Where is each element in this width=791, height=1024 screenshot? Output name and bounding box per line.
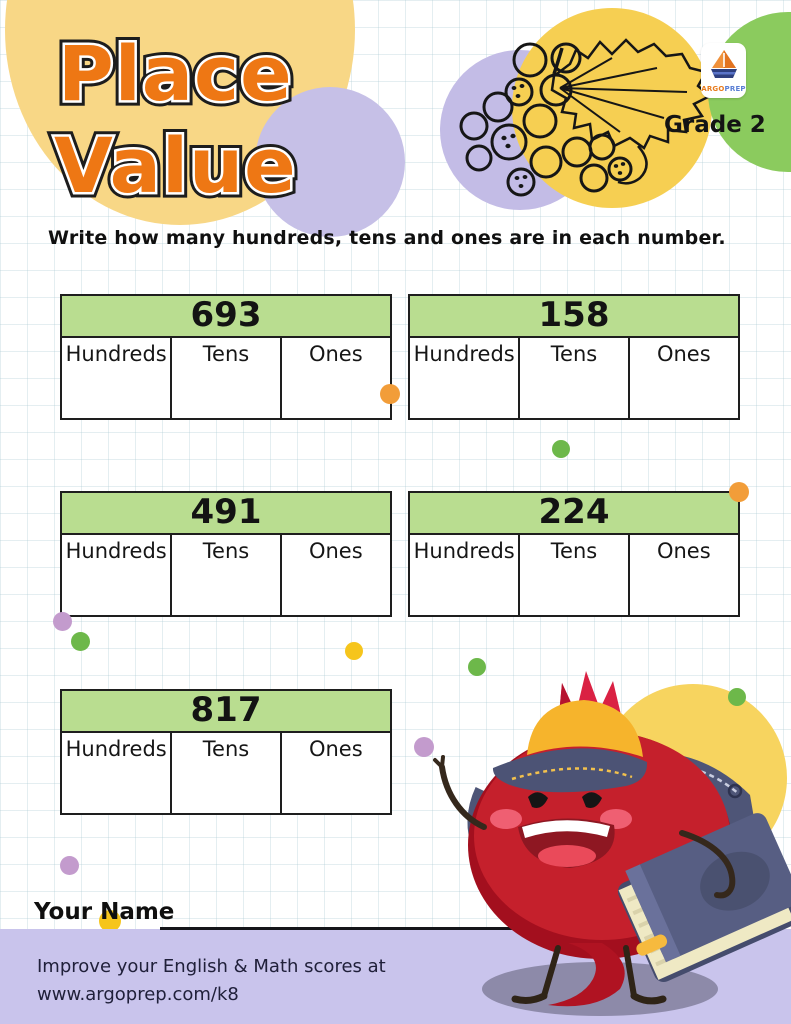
hundreds-answer[interactable] bbox=[62, 366, 170, 406]
tens-answer-cell[interactable]: Tens bbox=[517, 532, 631, 617]
hundreds-answer[interactable] bbox=[62, 761, 170, 801]
argoprep-sail-icon bbox=[710, 50, 737, 78]
confetti-dot-yellow bbox=[345, 642, 363, 660]
tens-label: Tens bbox=[202, 341, 250, 366]
hundreds-answer-cell[interactable]: Hundreds bbox=[408, 335, 521, 420]
argoprep-brand-text: ARGOPREP bbox=[701, 85, 746, 93]
ones-answer-cell[interactable]: Ones bbox=[627, 532, 740, 617]
tens-answer[interactable] bbox=[172, 563, 280, 603]
hundreds-label: Hundreds bbox=[413, 538, 515, 563]
tens-label: Tens bbox=[550, 341, 598, 366]
ones-label: Ones bbox=[656, 341, 711, 366]
ones-label: Ones bbox=[656, 538, 711, 563]
hundreds-answer-cell[interactable]: Hundreds bbox=[60, 335, 173, 420]
name-write-line[interactable] bbox=[160, 927, 605, 930]
number-header: 158 bbox=[408, 294, 740, 338]
decor-circle-purple-title bbox=[255, 87, 405, 237]
place-value-table-491: 491 Hundreds Tens Ones bbox=[60, 491, 392, 617]
tens-label: Tens bbox=[202, 736, 250, 761]
title-outline-layer: Place bbox=[53, 24, 298, 124]
tens-answer[interactable] bbox=[172, 366, 280, 406]
place-value-table-817: 817 Hundreds Tens Ones bbox=[60, 689, 392, 815]
place-value-table-693: 693 Hundreds Tens Ones bbox=[60, 294, 392, 420]
tens-answer[interactable] bbox=[520, 366, 628, 406]
juggling-ball-purple bbox=[414, 737, 434, 757]
ones-answer[interactable] bbox=[630, 563, 738, 603]
title-inline-layer: Place bbox=[56, 27, 295, 121]
confetti-dot-yellow bbox=[99, 910, 121, 932]
footer-text-line1: Improve your English & Math scores at bbox=[37, 956, 386, 977]
confetti-dot-purple bbox=[53, 612, 72, 631]
ones-answer[interactable] bbox=[282, 563, 390, 603]
ones-answer-cell[interactable]: Ones bbox=[279, 335, 392, 420]
place-value-table-158: 158 Hundreds Tens Ones bbox=[408, 294, 740, 420]
tens-label: Tens bbox=[550, 538, 598, 563]
your-name-label: Your Name bbox=[34, 899, 175, 925]
confetti-dot-green bbox=[552, 440, 570, 458]
brand-prep: PREP bbox=[724, 85, 746, 93]
ones-answer[interactable] bbox=[282, 366, 390, 406]
tens-label: Tens bbox=[202, 538, 250, 563]
tens-answer-cell[interactable]: Tens bbox=[169, 532, 283, 617]
hundreds-label: Hundreds bbox=[65, 341, 167, 366]
title-fill-layer: Value bbox=[54, 121, 297, 210]
tens-answer-cell[interactable]: Tens bbox=[169, 730, 283, 815]
hundreds-answer-cell[interactable]: Hundreds bbox=[60, 730, 173, 815]
ones-answer[interactable] bbox=[630, 366, 738, 406]
title-inline-layer: Value bbox=[52, 119, 299, 213]
footer-url: www.argoprep.com/k8 bbox=[37, 984, 239, 1005]
place-value-table-224: 224 Hundreds Tens Ones bbox=[408, 491, 740, 617]
tens-answer[interactable] bbox=[172, 761, 280, 801]
hundreds-answer[interactable] bbox=[62, 563, 170, 603]
confetti-dot-green bbox=[71, 632, 90, 651]
hundreds-label: Hundreds bbox=[413, 341, 515, 366]
ones-answer-cell[interactable]: Ones bbox=[627, 335, 740, 420]
number-header: 224 bbox=[408, 491, 740, 535]
title-fill-layer: Place bbox=[58, 29, 293, 118]
ones-label: Ones bbox=[308, 538, 363, 563]
hundreds-answer-cell[interactable]: Hundreds bbox=[60, 532, 173, 617]
tens-answer-cell[interactable]: Tens bbox=[169, 335, 283, 420]
brand-argo: ARGO bbox=[701, 85, 725, 93]
instruction-text: Write how many hundreds, tens and ones a… bbox=[48, 227, 726, 249]
argoprep-logo-badge: ARGOPREP bbox=[701, 43, 746, 98]
hundreds-label: Hundreds bbox=[65, 538, 167, 563]
pomegranate-character-illustration bbox=[433, 671, 791, 1016]
confetti-dot-green bbox=[468, 658, 486, 676]
confetti-dot-orange bbox=[380, 384, 400, 404]
grapes-illustration bbox=[459, 38, 713, 197]
hundreds-answer[interactable] bbox=[410, 366, 518, 406]
title-outline-layer: Value bbox=[49, 116, 302, 216]
ones-label: Ones bbox=[308, 736, 363, 761]
confetti-dot-purple bbox=[60, 856, 79, 875]
ones-answer[interactable] bbox=[282, 761, 390, 801]
ones-label: Ones bbox=[308, 341, 363, 366]
footer-text: Improve your English & Math scores at ww… bbox=[37, 953, 386, 1009]
number-header: 491 bbox=[60, 491, 392, 535]
tens-answer[interactable] bbox=[520, 563, 628, 603]
confetti-dot-orange bbox=[729, 482, 749, 502]
ones-answer-cell[interactable]: Ones bbox=[279, 532, 392, 617]
hundreds-answer-cell[interactable]: Hundreds bbox=[408, 532, 521, 617]
ones-answer-cell[interactable]: Ones bbox=[279, 730, 392, 815]
hundreds-answer[interactable] bbox=[410, 563, 518, 603]
grade-label: Grade 2 bbox=[664, 112, 766, 138]
number-header: 817 bbox=[60, 689, 392, 733]
hundreds-label: Hundreds bbox=[65, 736, 167, 761]
tens-answer-cell[interactable]: Tens bbox=[517, 335, 631, 420]
number-header: 693 bbox=[60, 294, 392, 338]
